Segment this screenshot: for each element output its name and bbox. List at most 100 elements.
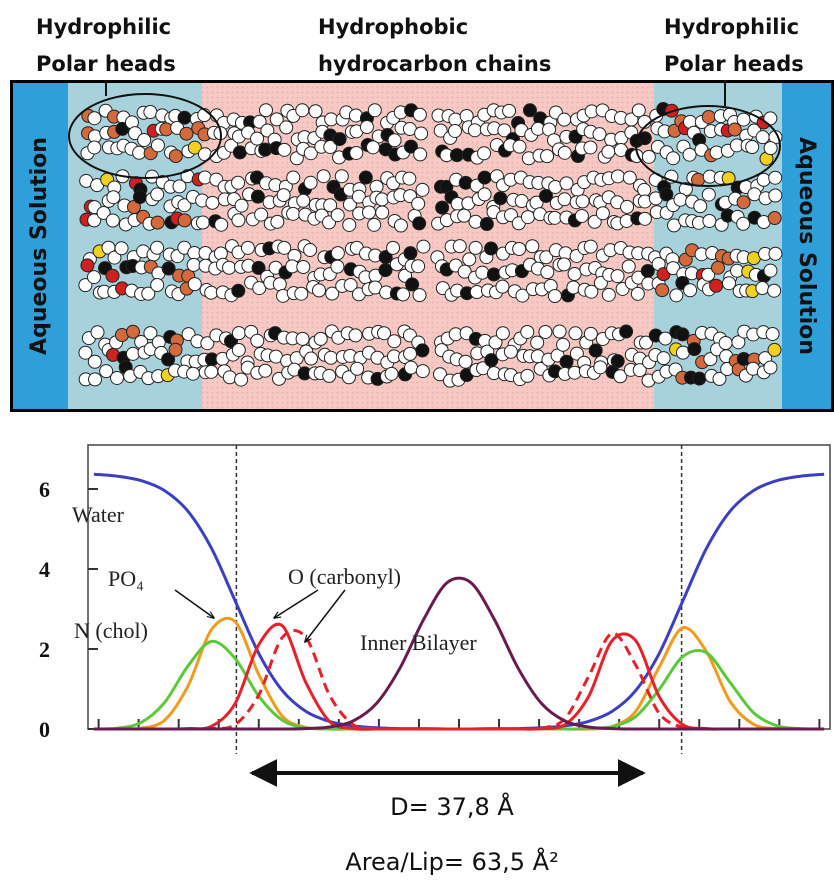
atom xyxy=(702,188,715,201)
atom xyxy=(593,128,606,141)
atom xyxy=(151,278,164,291)
atom xyxy=(187,258,200,271)
atom xyxy=(89,373,102,386)
atom xyxy=(309,105,322,118)
atom xyxy=(766,327,779,340)
atom xyxy=(351,362,364,375)
atom xyxy=(768,343,781,356)
atom xyxy=(278,143,291,156)
atom xyxy=(568,268,581,281)
atom xyxy=(232,343,245,356)
aqueous-label: Aqueous Solution xyxy=(794,137,819,355)
atom xyxy=(251,334,264,347)
atom xyxy=(271,215,284,228)
y-tick-label: 6 xyxy=(39,477,50,502)
series-label: Water xyxy=(72,502,125,527)
atom xyxy=(703,214,716,227)
atom xyxy=(531,336,544,349)
atom xyxy=(657,352,670,365)
atom xyxy=(670,289,683,302)
atom xyxy=(683,148,696,161)
atom xyxy=(416,344,429,357)
atom xyxy=(557,338,570,351)
atom xyxy=(317,170,330,183)
atom xyxy=(478,147,491,160)
atom xyxy=(621,200,634,213)
atom xyxy=(394,219,407,232)
atom xyxy=(405,361,418,374)
atom xyxy=(323,369,336,382)
atom xyxy=(674,193,687,206)
atom xyxy=(548,289,561,302)
atom xyxy=(223,261,236,274)
aqueous-label: Aqueous Solution xyxy=(27,137,52,355)
atom xyxy=(178,214,191,227)
atom xyxy=(737,196,750,209)
atom xyxy=(769,247,782,260)
atom xyxy=(756,282,769,295)
caption: Area/Lip= 63,5 Å² xyxy=(345,847,558,876)
atom xyxy=(558,113,571,126)
atom xyxy=(331,260,344,273)
atom xyxy=(144,106,157,119)
y-tick-label: 0 xyxy=(39,717,50,742)
atom xyxy=(350,146,363,159)
plot-frame xyxy=(88,445,830,729)
atom xyxy=(88,271,101,284)
atom xyxy=(611,170,624,183)
atom xyxy=(151,188,164,201)
atom xyxy=(656,284,669,297)
atom xyxy=(287,171,300,184)
atom xyxy=(404,347,417,360)
atom xyxy=(297,261,310,274)
atom xyxy=(413,108,426,121)
atom xyxy=(233,146,246,159)
atom xyxy=(702,110,715,123)
atom xyxy=(180,127,193,140)
atom xyxy=(412,197,425,210)
series-label: PO₄ xyxy=(108,566,144,591)
atom xyxy=(388,134,401,147)
atom xyxy=(385,367,398,380)
atom xyxy=(503,104,516,117)
atom xyxy=(313,284,326,297)
atom xyxy=(487,268,500,281)
atom xyxy=(694,200,707,213)
atom xyxy=(558,258,571,271)
atom xyxy=(232,327,245,340)
atom xyxy=(362,206,375,219)
atom xyxy=(468,124,481,137)
atom xyxy=(232,214,245,227)
atom xyxy=(359,171,372,184)
atom xyxy=(764,142,777,155)
atom xyxy=(416,365,429,378)
atom xyxy=(360,121,373,134)
atom xyxy=(478,188,491,201)
atom xyxy=(287,207,300,220)
atom xyxy=(569,327,582,340)
atom xyxy=(205,365,218,378)
atom xyxy=(206,196,219,209)
atom xyxy=(526,240,539,253)
atom xyxy=(693,372,706,385)
atom xyxy=(304,176,317,189)
atom xyxy=(81,259,94,272)
atom xyxy=(368,218,381,231)
atom xyxy=(388,335,401,348)
y-tick-label: 4 xyxy=(39,557,50,582)
atom xyxy=(558,146,571,159)
atom xyxy=(480,218,493,231)
atom xyxy=(343,218,356,231)
atom xyxy=(494,192,507,205)
pointer-arrow xyxy=(175,590,214,618)
atom xyxy=(764,264,777,277)
atom xyxy=(541,150,554,163)
atom xyxy=(415,127,428,140)
atom xyxy=(235,199,248,212)
atom xyxy=(188,278,201,291)
header-label: Polar heads xyxy=(664,52,804,76)
atom xyxy=(414,148,427,161)
atom xyxy=(596,207,609,220)
atom xyxy=(235,373,248,386)
atom xyxy=(297,194,310,207)
